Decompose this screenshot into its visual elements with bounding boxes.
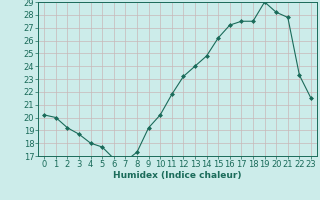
- X-axis label: Humidex (Indice chaleur): Humidex (Indice chaleur): [113, 171, 242, 180]
